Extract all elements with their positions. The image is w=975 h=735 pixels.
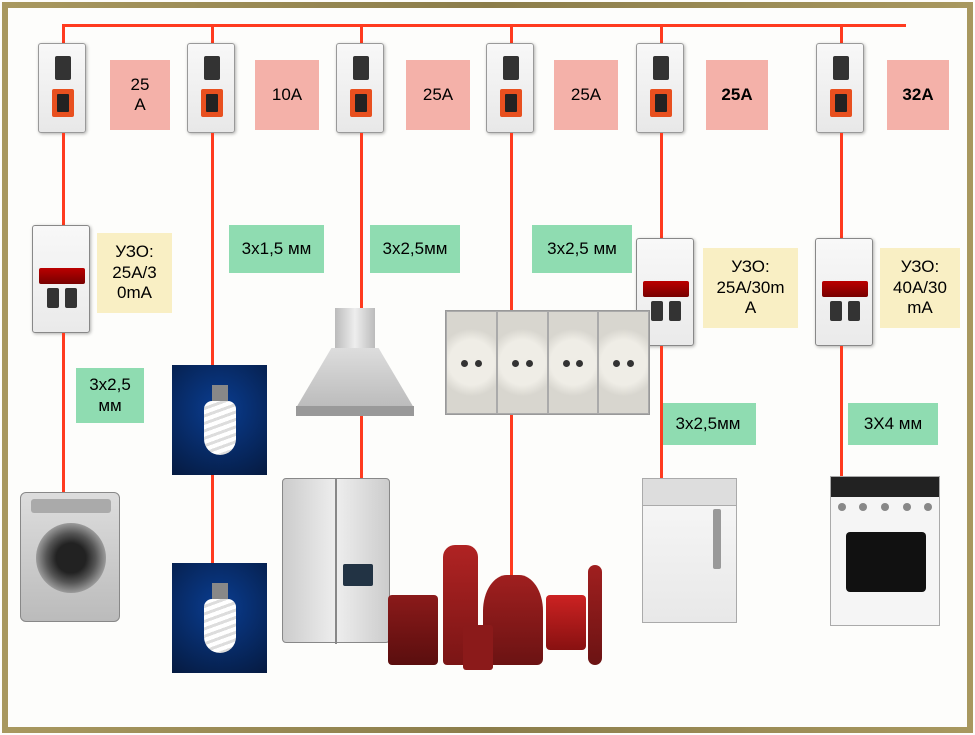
cable-spec-c2: 3x1,5 мм (229, 225, 324, 273)
amp-rating-c5: 25А (706, 60, 768, 130)
wire-c6-rcd (840, 133, 843, 238)
amp-rating-c6: 32А (887, 60, 949, 130)
range-hood-icon (282, 308, 427, 423)
wire-c1-rcd (62, 133, 65, 225)
main-bus-wire (62, 24, 906, 27)
cable-spec-c3: 3x2,5мм (370, 225, 460, 273)
small-appliances-icon (388, 535, 623, 685)
rcd-label-c5: УЗО: 25A/30m A (703, 248, 798, 328)
cable-spec-c4: 3x2,5 мм (532, 225, 632, 273)
rcd-label-c6: УЗО: 40А/30 mA (880, 248, 960, 328)
refrigerator-icon (282, 478, 390, 643)
wire-c6-top (840, 24, 843, 43)
wire-c4-top (510, 24, 513, 43)
rcd-device-c1 (32, 225, 90, 333)
wire-c1-top (62, 24, 65, 43)
cable-spec-c1: 3x2,5 мм (76, 368, 144, 423)
wire-c3-top (360, 24, 363, 43)
rcd-device-c6 (815, 238, 873, 346)
amp-rating-c4: 25А (554, 60, 618, 130)
electric-stove-icon (830, 476, 940, 626)
power-sockets-icon (445, 310, 650, 415)
washing-machine-icon (20, 492, 120, 622)
cable-spec-c5: 3x2,5мм (660, 403, 756, 445)
dishwasher-icon (642, 478, 737, 623)
circuit-breaker-c2 (187, 43, 235, 133)
wire-c5-rcd (660, 133, 663, 238)
amp-rating-c3: 25А (406, 60, 470, 130)
lightbulb-icon-1 (172, 365, 267, 475)
wire-c5-load (660, 346, 663, 478)
amp-rating-c2: 10А (255, 60, 319, 130)
wire-c6-load (840, 346, 843, 476)
cable-spec-c6: 3X4 мм (848, 403, 938, 445)
wire-c1-load (62, 333, 65, 492)
circuit-breaker-c3 (336, 43, 384, 133)
wire-c5-top (660, 24, 663, 43)
wire-c3-load (360, 133, 363, 478)
rcd-label-c1: УЗО: 25A/3 0mA (97, 233, 172, 313)
amp-rating-c1: 25 A (110, 60, 170, 130)
circuit-breaker-c5 (636, 43, 684, 133)
circuit-breaker-c4 (486, 43, 534, 133)
circuit-breaker-c1 (38, 43, 86, 133)
wire-c2-top (211, 24, 214, 43)
circuit-breaker-c6 (816, 43, 864, 133)
lightbulb-icon-2 (172, 563, 267, 673)
